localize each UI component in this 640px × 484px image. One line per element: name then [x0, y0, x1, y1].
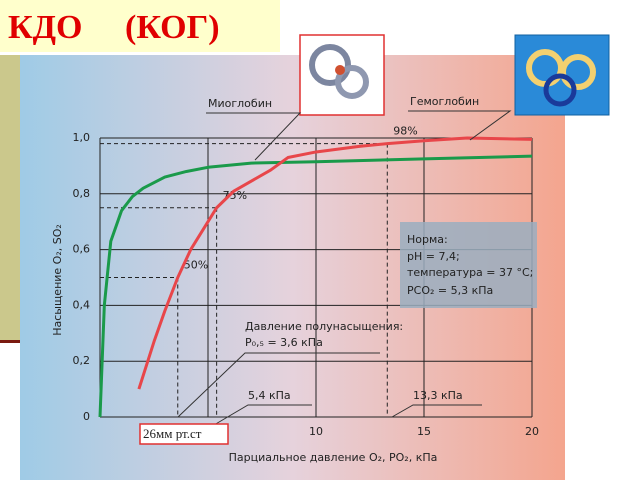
y-tick-label: 0,4	[73, 298, 91, 311]
y-tick-label: 0,6	[73, 243, 91, 256]
title-right: (КОГ)	[125, 9, 220, 46]
x-tick-label: 15	[417, 425, 431, 438]
leader-line	[391, 404, 482, 418]
protein-icon-1	[299, 34, 385, 116]
marker-label: 75%	[223, 189, 247, 202]
marker-label: 98%	[393, 125, 417, 138]
y-tick-label: 0,2	[73, 354, 91, 367]
y-tick-label: 0	[83, 410, 90, 423]
side-rule	[0, 340, 20, 343]
y-tick-label: 0,8	[73, 187, 91, 200]
leader-line	[177, 352, 380, 418]
marker-label: 50%	[184, 259, 208, 272]
x-tick-label: 20	[525, 425, 539, 438]
series-label: Гемоглобин	[410, 95, 479, 108]
norm-text: температура = 37 °C;	[407, 266, 533, 279]
half-sat-text: P₀,₅ = 3,6 кПа	[245, 336, 323, 349]
leader-line	[213, 404, 312, 426]
series-line	[137, 136, 533, 390]
x-axis-label: Парциальное давление O₂, PO₂, кПа	[229, 451, 438, 464]
title-left: КДО	[8, 9, 83, 46]
y-tick-label: 1,0	[73, 131, 91, 144]
pressure-label: 5,4 кПа	[248, 389, 291, 402]
y-axis-label: Насыщение O₂, SO₂	[51, 224, 64, 336]
norm-text: Норма:	[407, 233, 448, 246]
protein-icon-2	[514, 34, 610, 116]
note-box	[139, 423, 229, 445]
side-bar	[0, 55, 20, 340]
note: 26мм рт.ст	[143, 426, 202, 441]
title-bg	[0, 0, 280, 52]
half-sat-text: Давление полунасыщения:	[245, 320, 403, 333]
norm-text: pH = 7,4;	[407, 250, 460, 263]
pressure-label: 13,3 кПа	[413, 389, 463, 402]
series-label: Миоглобин	[208, 97, 272, 110]
norm-text: PCO₂ = 5,3 кПа	[407, 284, 493, 297]
leader-line	[206, 112, 302, 161]
x-tick-label: 10	[309, 425, 323, 438]
norm-box	[400, 222, 537, 308]
series-line	[98, 154, 533, 418]
leader-line	[408, 110, 512, 141]
